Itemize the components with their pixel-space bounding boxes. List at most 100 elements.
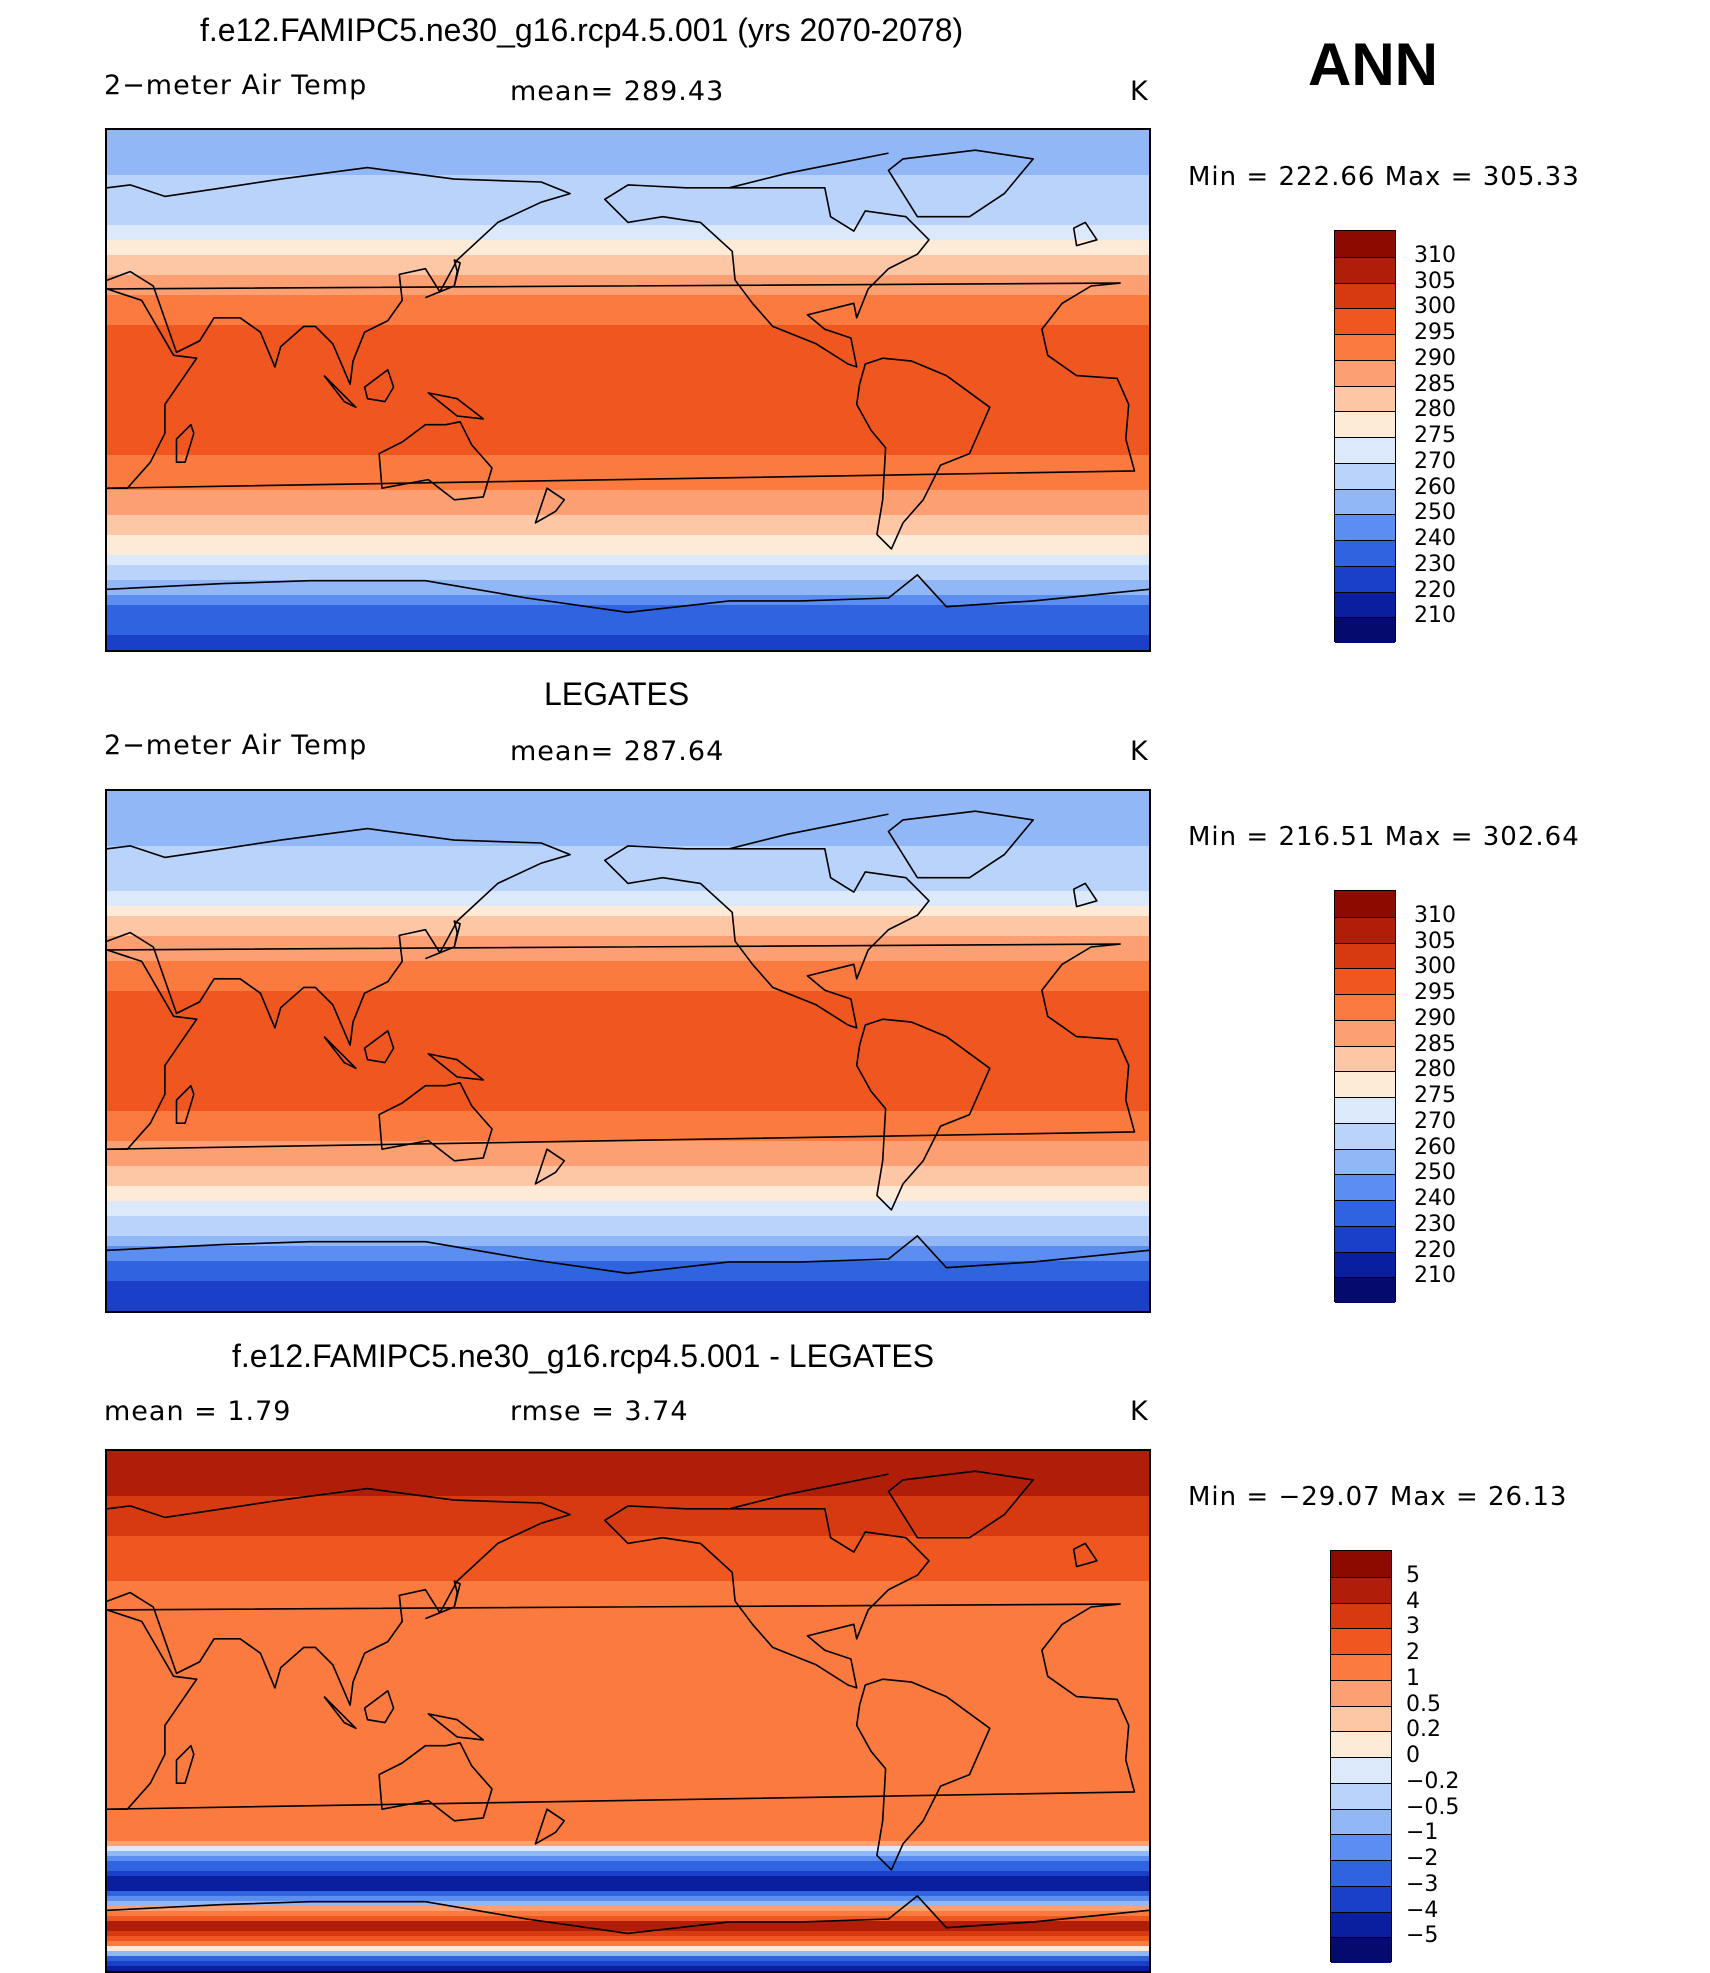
latitude-band: [107, 1941, 1149, 1947]
colorbar-tick-label: 210: [1414, 603, 1456, 629]
latitude-band: [107, 1081, 1149, 1087]
coastline: [107, 282, 1136, 489]
latitude-band: [107, 505, 1149, 511]
colorbar-swatch: [1331, 1860, 1391, 1886]
latitude-band: [107, 405, 1149, 411]
latitude-band: [107, 1861, 1149, 1867]
coastline: [425, 920, 461, 960]
colorbar-tick-label: 5: [1406, 1562, 1420, 1588]
latitude-band: [107, 185, 1149, 191]
coastline: [107, 827, 571, 1046]
latitude-band: [107, 1911, 1149, 1917]
latitude-band: [107, 871, 1149, 877]
latitude-band: [107, 1491, 1149, 1497]
latitude-band: [107, 250, 1149, 256]
latitude-band: [107, 1066, 1149, 1072]
latitude-band: [107, 1711, 1149, 1717]
colorbar-swatch: [1335, 282, 1395, 309]
latitude-band: [107, 465, 1149, 471]
latitude-band: [107, 230, 1149, 236]
latitude-band: [107, 1281, 1149, 1287]
latitude-band: [107, 1266, 1149, 1272]
latitude-band: [107, 1036, 1149, 1042]
colorbar-swatch: [1335, 617, 1395, 643]
coastline: [1072, 1542, 1098, 1568]
latitude-band: [107, 205, 1149, 211]
latitude-band: [107, 195, 1149, 201]
latitude-band: [107, 1501, 1149, 1507]
latitude-band: [107, 816, 1149, 822]
colorbar-tick-label: 310: [1414, 242, 1456, 268]
latitude-band: [107, 1191, 1149, 1197]
latitude-band: [107, 385, 1149, 391]
latitude-band: [107, 510, 1149, 516]
latitude-band: [107, 1056, 1149, 1062]
coastline: [425, 1580, 461, 1620]
latitude-band: [107, 430, 1149, 436]
colorbar-tick-label: −3: [1406, 1871, 1439, 1897]
latitude-band: [107, 325, 1149, 331]
latitude-band: [107, 1176, 1149, 1182]
latitude-band: [107, 495, 1149, 501]
latitude-band: [107, 1166, 1149, 1172]
coastline: [107, 1603, 1136, 1810]
panel2-variable-label: 2−meter Air Temp: [104, 730, 368, 761]
latitude-band: [107, 1616, 1149, 1622]
latitude-band: [107, 1151, 1149, 1157]
colorbar-swatch: [1335, 591, 1395, 618]
colorbar-swatch: [1331, 1885, 1391, 1912]
colorbar-swatch: [1331, 1654, 1391, 1680]
colorbar-swatch: [1335, 916, 1395, 943]
colorbar-swatch: [1331, 1757, 1391, 1783]
latitude-band: [107, 1956, 1149, 1962]
latitude-band: [107, 986, 1149, 992]
latitude-band: [107, 1781, 1149, 1787]
latitude-band: [107, 806, 1149, 812]
latitude-band: [107, 425, 1149, 431]
colorbar-swatch: [1335, 334, 1395, 360]
latitude-band: [107, 1226, 1149, 1232]
colorbar-tick-label: −0.2: [1406, 1768, 1460, 1794]
latitude-band: [107, 1016, 1149, 1022]
colorbar-tick-label: 295: [1414, 320, 1456, 345]
colorbar-swatch: [1335, 1251, 1395, 1278]
latitude-band: [107, 1301, 1149, 1307]
latitude-band: [107, 846, 1149, 852]
latitude-band: [107, 145, 1149, 151]
panel3-rmse-label: rmse = 3.74: [510, 1396, 689, 1427]
latitude-band: [107, 1856, 1149, 1862]
colorbar-swatch: [1331, 1782, 1391, 1809]
latitude-band: [107, 1211, 1149, 1217]
latitude-band: [107, 1461, 1149, 1467]
latitude-band: [107, 415, 1149, 421]
latitude-band: [107, 490, 1149, 496]
colorbar-tick-label: 290: [1414, 345, 1456, 371]
latitude-band: [107, 255, 1149, 261]
colorbar-swatch: [1335, 540, 1395, 566]
panel2-minmax: Min = 216.51 Max = 302.64: [1188, 822, 1580, 852]
colorbar-swatch: [1335, 1148, 1395, 1175]
latitude-band: [107, 440, 1149, 446]
latitude-band: [107, 1576, 1149, 1582]
latitude-band: [107, 996, 1149, 1002]
panel2-mean-label: mean= 287.64: [510, 736, 725, 767]
latitude-band: [107, 1791, 1149, 1797]
latitude-band: [107, 886, 1149, 892]
latitude-band: [107, 1231, 1149, 1237]
latitude-band: [107, 1051, 1149, 1057]
latitude-band: [107, 811, 1149, 817]
latitude-band: [107, 951, 1149, 957]
latitude-band: [107, 836, 1149, 842]
panel2-colorbar: [1334, 890, 1396, 1303]
latitude-band: [107, 1506, 1149, 1512]
latitude-band: [107, 1536, 1149, 1542]
coastline: [1072, 882, 1098, 908]
colorbar-swatch: [1335, 256, 1395, 283]
coastline: [175, 1084, 195, 1124]
colorbar-tick-label: 275: [1414, 423, 1456, 448]
latitude-band: [107, 1296, 1149, 1302]
latitude-band: [107, 1841, 1149, 1847]
latitude-band: [107, 160, 1149, 166]
latitude-band: [107, 560, 1149, 566]
coastline: [107, 166, 571, 385]
